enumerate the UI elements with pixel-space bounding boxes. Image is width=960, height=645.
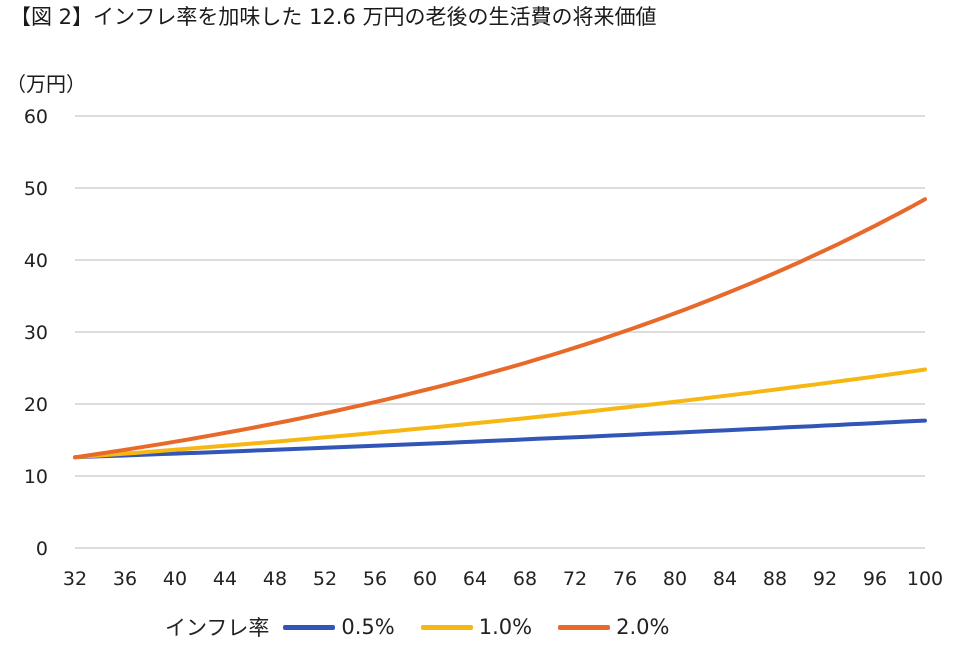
- x-tick-label: 32: [63, 568, 87, 590]
- y-axis-tick-labels: 0 10 20 30 40 50 60: [24, 106, 48, 560]
- x-tick-label: 40: [163, 568, 187, 590]
- legend: インフレ率 0.5% 1.0% 2.0%: [165, 612, 695, 642]
- x-tick-label: 84: [713, 568, 737, 590]
- x-tick-label: 44: [213, 568, 237, 590]
- y-tick-label: 10: [24, 466, 48, 488]
- legend-swatch-yellow: [420, 624, 473, 630]
- series-line-1.0%: [73, 367, 927, 460]
- y-tick-label: 50: [24, 178, 48, 200]
- series-lines: [73, 197, 927, 460]
- series-line-0.5%: [73, 418, 927, 460]
- legend-label: 2.0%: [616, 615, 670, 639]
- legend-swatch-blue: [283, 624, 336, 630]
- legend-swatch-orange: [558, 624, 611, 630]
- x-tick-label: 96: [863, 568, 887, 590]
- x-tick-label: 72: [563, 568, 587, 590]
- y-tick-label: 30: [24, 322, 48, 344]
- x-tick-label: 64: [463, 568, 487, 590]
- legend-title: インフレ率: [165, 616, 270, 640]
- chart-title: 【図 2】インフレ率を加味した 12.6 万円の老後の生活費の将来価値: [10, 5, 657, 29]
- x-tick-label: 68: [513, 568, 537, 590]
- legend-item-2.0: 2.0%: [558, 615, 669, 639]
- gridlines: [75, 115, 925, 549]
- legend-label: 0.5%: [341, 615, 395, 639]
- x-tick-label: 52: [313, 568, 337, 590]
- x-axis-tick-labels: 32 36 40 44 48 52 56 60 64 68 72 76 80 84 88 92 96 100: [63, 568, 943, 590]
- y-tick-label: 20: [24, 394, 48, 416]
- x-tick-label: 100: [907, 568, 943, 590]
- x-tick-label: 80: [663, 568, 687, 590]
- x-tick-label: 92: [813, 568, 837, 590]
- y-tick-label: 0: [36, 538, 48, 560]
- y-axis-unit-label: （万円）: [6, 72, 86, 96]
- y-tick-label: 40: [24, 250, 48, 272]
- legend-item-1.0: 1.0%: [420, 615, 533, 639]
- legend-item-0.5: 0.5%: [283, 615, 395, 639]
- x-tick-label: 88: [763, 568, 787, 590]
- y-tick-label: 60: [24, 106, 48, 128]
- x-tick-label: 76: [613, 568, 637, 590]
- x-tick-label: 36: [113, 568, 137, 590]
- x-tick-label: 60: [413, 568, 437, 590]
- x-tick-label: 56: [363, 568, 387, 590]
- x-tick-label: 48: [263, 568, 287, 590]
- series-line-2.0%: [73, 197, 927, 460]
- legend-label: 1.0%: [478, 615, 533, 639]
